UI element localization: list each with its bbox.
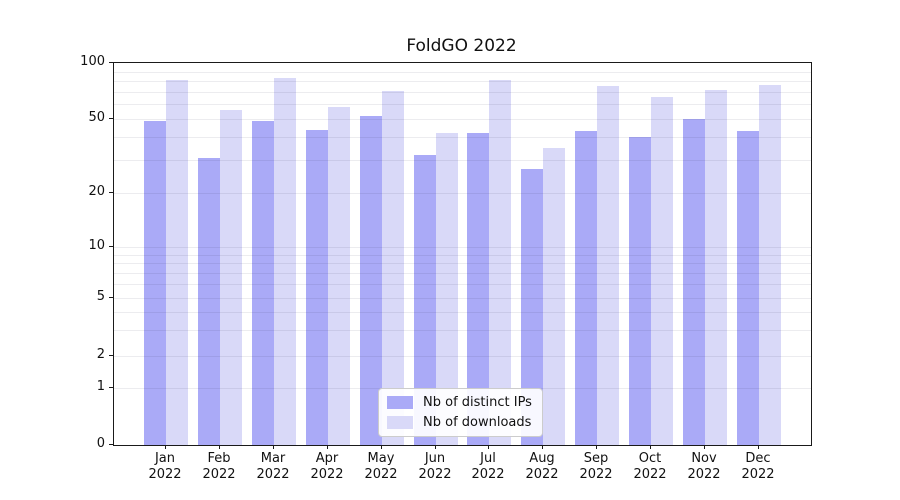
- x-tick-mark: [488, 445, 489, 449]
- x-tick-mark: [327, 445, 328, 449]
- gridline-50: [114, 119, 811, 120]
- bar-downloads-feb: [219, 110, 242, 445]
- gridline-10: [114, 247, 811, 248]
- gridline-60: [114, 104, 811, 105]
- bar-downloads-sep: [597, 86, 620, 445]
- gridline-2: [114, 356, 811, 357]
- legend-item-downloads: Nb of downloads: [387, 415, 532, 430]
- bar-downloads-apr: [327, 107, 350, 445]
- bar-downloads-dec: [758, 85, 781, 445]
- bar-distinct-ips-may: [359, 116, 382, 445]
- y-tick-label-100: 100: [80, 54, 105, 69]
- bar-downloads-mar: [273, 78, 296, 445]
- x-tick-mark: [650, 445, 651, 449]
- y-tick-label-0: 0: [96, 436, 105, 451]
- bar-downloads-aug: [543, 148, 566, 445]
- x-tick-label-jul: Jul 2022: [471, 451, 505, 482]
- y-tick-mark: [109, 355, 113, 356]
- bar-distinct-ips-feb: [197, 158, 220, 445]
- bar-downloads-may: [381, 91, 404, 445]
- x-tick-mark: [219, 445, 220, 449]
- x-tick-label-jun: Jun 2022: [418, 451, 452, 482]
- legend-label-downloads: Nb of downloads: [423, 415, 532, 430]
- y-tick-label-2: 2: [96, 347, 105, 362]
- gridline-4: [114, 312, 811, 313]
- x-tick-mark: [596, 445, 597, 449]
- x-tick-label-feb: Feb 2022: [202, 451, 236, 482]
- bar-distinct-ips-oct: [629, 137, 652, 445]
- legend: Nb of distinct IPs Nb of downloads: [378, 388, 543, 437]
- bar-distinct-ips-aug: [521, 169, 544, 445]
- x-tick-label-dec: Dec 2022: [741, 451, 775, 482]
- bar-distinct-ips-jul: [467, 133, 490, 445]
- gridline-30: [114, 160, 811, 161]
- y-tick-mark: [109, 246, 113, 247]
- bar-distinct-ips-mar: [251, 121, 274, 445]
- legend-label-distinct-ips: Nb of distinct IPs: [423, 395, 532, 410]
- gridline-6: [114, 284, 811, 285]
- bar-distinct-ips-jan: [144, 121, 166, 445]
- x-tick-label-apr: Apr 2022: [310, 451, 344, 482]
- x-tick-label-oct: Oct 2022: [633, 451, 667, 482]
- gridline-7: [114, 273, 811, 274]
- x-tick-mark: [165, 445, 166, 449]
- bar-distinct-ips-dec: [736, 131, 759, 445]
- bar-downloads-jan: [166, 80, 188, 445]
- gridline-80: [114, 81, 811, 82]
- bar-distinct-ips-nov: [683, 119, 705, 445]
- bar-distinct-ips-sep: [575, 131, 598, 445]
- chart-title: FoldGO 2022: [406, 36, 517, 56]
- legend-item-distinct-ips: Nb of distinct IPs: [387, 395, 532, 410]
- bar-distinct-ips-apr: [305, 130, 328, 445]
- legend-swatch-downloads: [387, 416, 413, 429]
- x-tick-label-nov: Nov 2022: [687, 451, 721, 482]
- gridline-40: [114, 137, 811, 138]
- y-tick-mark: [109, 297, 113, 298]
- x-tick-label-aug: Aug 2022: [525, 451, 559, 482]
- x-tick-mark: [273, 445, 274, 449]
- x-tick-mark: [758, 445, 759, 449]
- bar-downloads-nov: [705, 90, 727, 445]
- gridline-8: [114, 263, 811, 264]
- bar-downloads-jun: [435, 133, 458, 445]
- bar-downloads-oct: [651, 97, 674, 445]
- y-tick-mark: [109, 118, 113, 119]
- gridline-5: [114, 298, 811, 299]
- gridline-90: [114, 72, 811, 73]
- x-tick-mark: [542, 445, 543, 449]
- gridline-3: [114, 330, 811, 331]
- gridline-70: [114, 92, 811, 93]
- gridline-20: [114, 193, 811, 194]
- bar-distinct-ips-jun: [413, 155, 436, 445]
- legend-swatch-distinct-ips: [387, 396, 413, 409]
- y-tick-label-10: 10: [88, 238, 105, 253]
- y-tick-label-1: 1: [96, 379, 105, 394]
- y-tick-label-5: 5: [96, 289, 105, 304]
- y-tick-label-50: 50: [88, 110, 105, 125]
- x-tick-label-sep: Sep 2022: [579, 451, 613, 482]
- plot-area: Nb of distinct IPs Nb of downloads: [113, 62, 812, 446]
- y-tick-label-20: 20: [88, 184, 105, 199]
- x-tick-mark: [704, 445, 705, 449]
- x-tick-label-jan: Jan 2022: [148, 451, 182, 482]
- gridline-9: [114, 255, 811, 256]
- x-tick-label-may: May 2022: [364, 451, 398, 482]
- y-tick-mark: [109, 192, 113, 193]
- y-tick-mark: [109, 387, 113, 388]
- y-tick-mark: [109, 62, 113, 63]
- y-tick-mark: [109, 444, 113, 445]
- bar-downloads-jul: [489, 80, 512, 445]
- x-tick-label-mar: Mar 2022: [256, 451, 290, 482]
- x-tick-mark: [381, 445, 382, 449]
- x-tick-mark: [435, 445, 436, 449]
